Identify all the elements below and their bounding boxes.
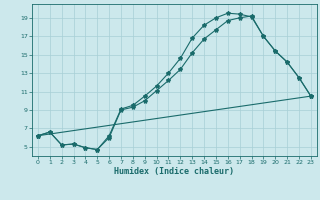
X-axis label: Humidex (Indice chaleur): Humidex (Indice chaleur) bbox=[115, 167, 234, 176]
